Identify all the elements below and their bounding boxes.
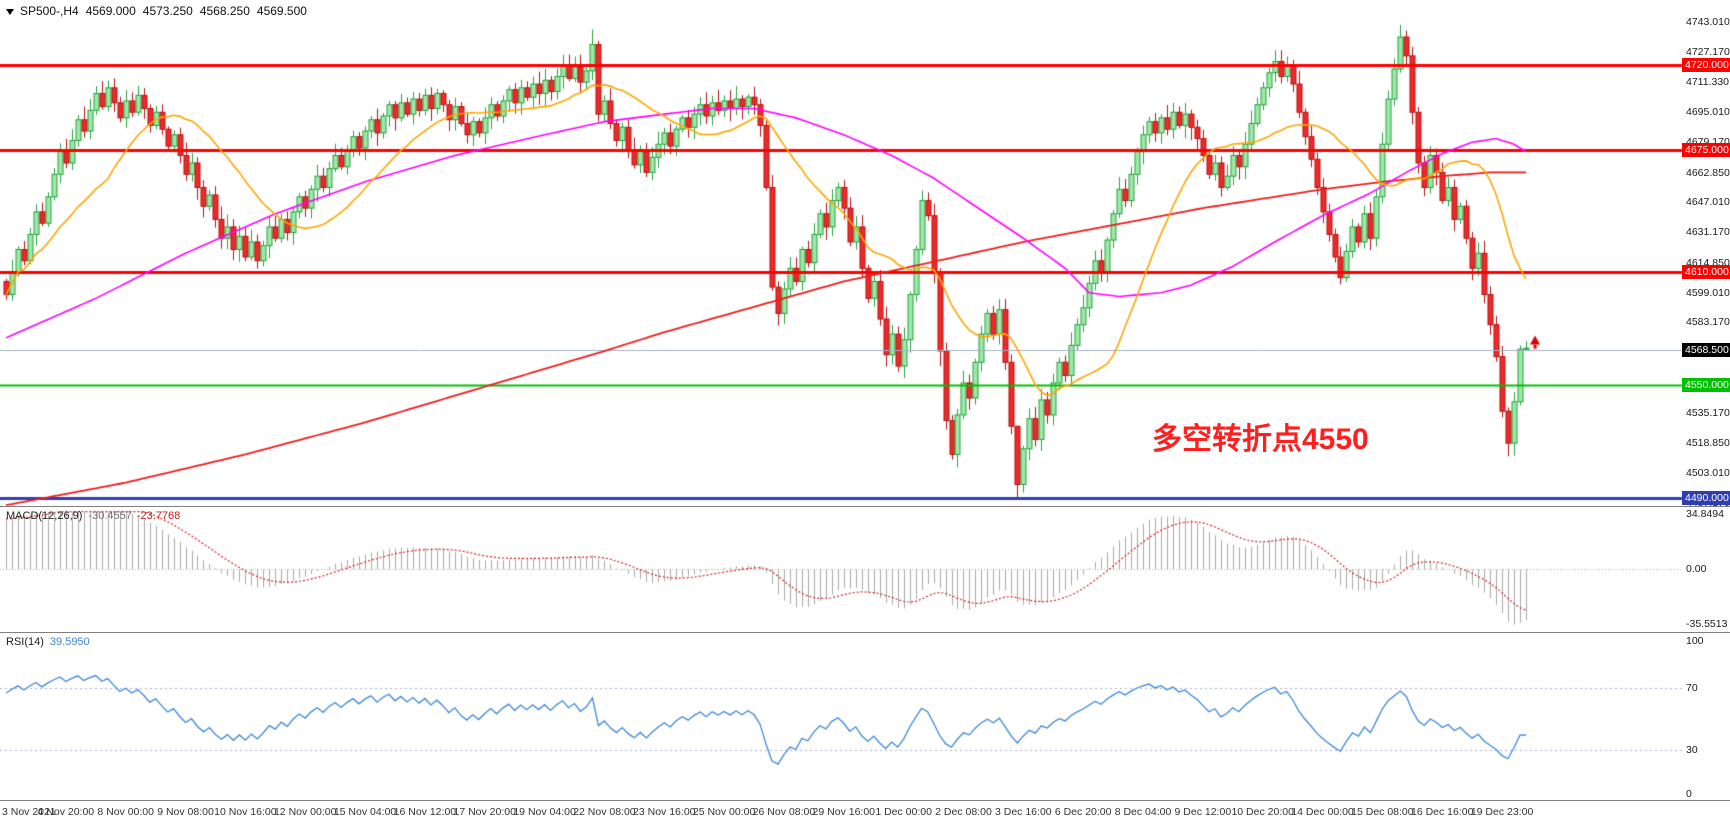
price-level-badge: 4675.000 [1682, 142, 1730, 157]
macd-indicator-label: MACD(12,26,9) -30.4557 -23.7768 [6, 510, 180, 522]
quote-high: 4573.250 [142, 4, 193, 18]
price-tick-label: 4727.170 [1686, 45, 1730, 58]
time-axis-label: 29 Nov 16:00 [812, 806, 876, 818]
macd-name: MACD(12,26,9) [6, 510, 83, 522]
time-axis-label: 1 Dec 00:00 [875, 806, 932, 818]
time-axis-label: 6 Dec 20:00 [1054, 806, 1112, 818]
rsi-value: 39.5950 [49, 636, 90, 648]
time-axis-label: 9 Nov 08:00 [157, 806, 214, 818]
rsi-scale-label: 0 [1686, 788, 1692, 800]
macd-scale-min: -35.5513 [1686, 618, 1728, 630]
time-axis-label: 19 Nov 04:00 [513, 806, 576, 818]
rsi-indicator-label: RSI(14) 39.5950 [6, 636, 90, 648]
time-axis-label: 9 Dec 12:00 [1174, 806, 1232, 818]
time-axis-label: 26 Nov 08:00 [752, 806, 816, 818]
price-tick-label: 4631.170 [1686, 226, 1730, 239]
panel-separator-rsi[interactable] [0, 632, 1730, 633]
price-tick-label: 4599.010 [1686, 286, 1730, 299]
quote-open: 4569.000 [85, 4, 136, 18]
rsi-name: RSI(14) [6, 636, 44, 648]
rsi-scale-label: 30 [1686, 744, 1698, 757]
time-axis-label: 4 Nov 20:00 [37, 806, 95, 818]
panel-separator-time-axis[interactable] [0, 800, 1730, 801]
price-tick-label: 4647.010 [1686, 196, 1730, 209]
time-axis-label: 22 Nov 08:00 [573, 806, 636, 818]
time-axis-label: 8 Nov 00:00 [97, 806, 154, 818]
time-axis-label: 25 Nov 00:00 [692, 806, 756, 818]
time-axis-label: 10 Dec 20:00 [1231, 806, 1294, 818]
rsi-scale-label: 70 [1686, 681, 1698, 694]
time-axis-label: 17 Nov 20:00 [453, 806, 516, 818]
price-tick-label: 4743.010 [1686, 15, 1730, 28]
price-tick-label: 4583.170 [1686, 316, 1730, 329]
macd-scale-max: 34.8494 [1686, 508, 1724, 520]
time-axis-label: 15 Nov 04:00 [333, 806, 397, 818]
price-level-badge: 4610.000 [1682, 265, 1730, 280]
time-axis-label: 8 Dec 04:00 [1114, 806, 1172, 818]
time-axis-label: 16 Dec 16:00 [1410, 806, 1474, 818]
time-axis-label: 15 Dec 08:00 [1351, 806, 1414, 818]
price-tick-label: 4695.010 [1686, 106, 1730, 119]
time-axis-label: 23 Nov 16:00 [633, 806, 696, 818]
time-axis-label: 19 Dec 23:00 [1470, 806, 1534, 818]
time-axis-label: 2 Dec 08:00 [935, 806, 992, 818]
macd-main-value: -30.4557 [88, 510, 132, 522]
price-level-badge: 4490.000 [1682, 490, 1730, 505]
price-level-badge: 4550.000 [1682, 377, 1730, 392]
panel-separator-macd[interactable] [0, 506, 1730, 507]
time-axis-label: 3 Nov 2021 [2, 806, 56, 818]
price-tick-label: 4535.170 [1686, 406, 1730, 419]
quote-close: 4569.500 [256, 4, 307, 18]
price-tick-label: 4518.850 [1686, 437, 1730, 450]
macd-scale-zero: 0.00 [1686, 563, 1707, 576]
symbol-quote-line: SP500-,H4 4569.000 4573.250 4568.250 456… [6, 4, 314, 18]
current-price-badge: 4568.500 [1682, 343, 1730, 358]
rsi-scale-label: 100 [1686, 635, 1704, 647]
time-axis-label: 3 Dec 16:00 [995, 806, 1052, 818]
annotation-text[interactable]: 多空转折点4550 [1152, 423, 1369, 456]
price-level-badge: 4720.000 [1682, 58, 1730, 73]
macd-signal-value: -23.7768 [136, 510, 181, 522]
quote-low: 4568.250 [199, 4, 250, 18]
symbol-timeframe-label: SP500-,H4 [20, 4, 79, 18]
price-tick-label: 4503.010 [1686, 467, 1730, 480]
time-axis-label: 14 Dec 00:00 [1291, 806, 1354, 818]
time-axis-label: 16 Nov 12:00 [393, 806, 457, 818]
price-tick-label: 4711.330 [1686, 75, 1730, 88]
price-tick-label: 4662.850 [1686, 166, 1730, 179]
symbol-dropdown-icon[interactable] [6, 8, 14, 15]
time-axis-label: 12 Nov 00:00 [273, 806, 337, 818]
time-axis-label: 10 Nov 16:00 [214, 806, 277, 818]
